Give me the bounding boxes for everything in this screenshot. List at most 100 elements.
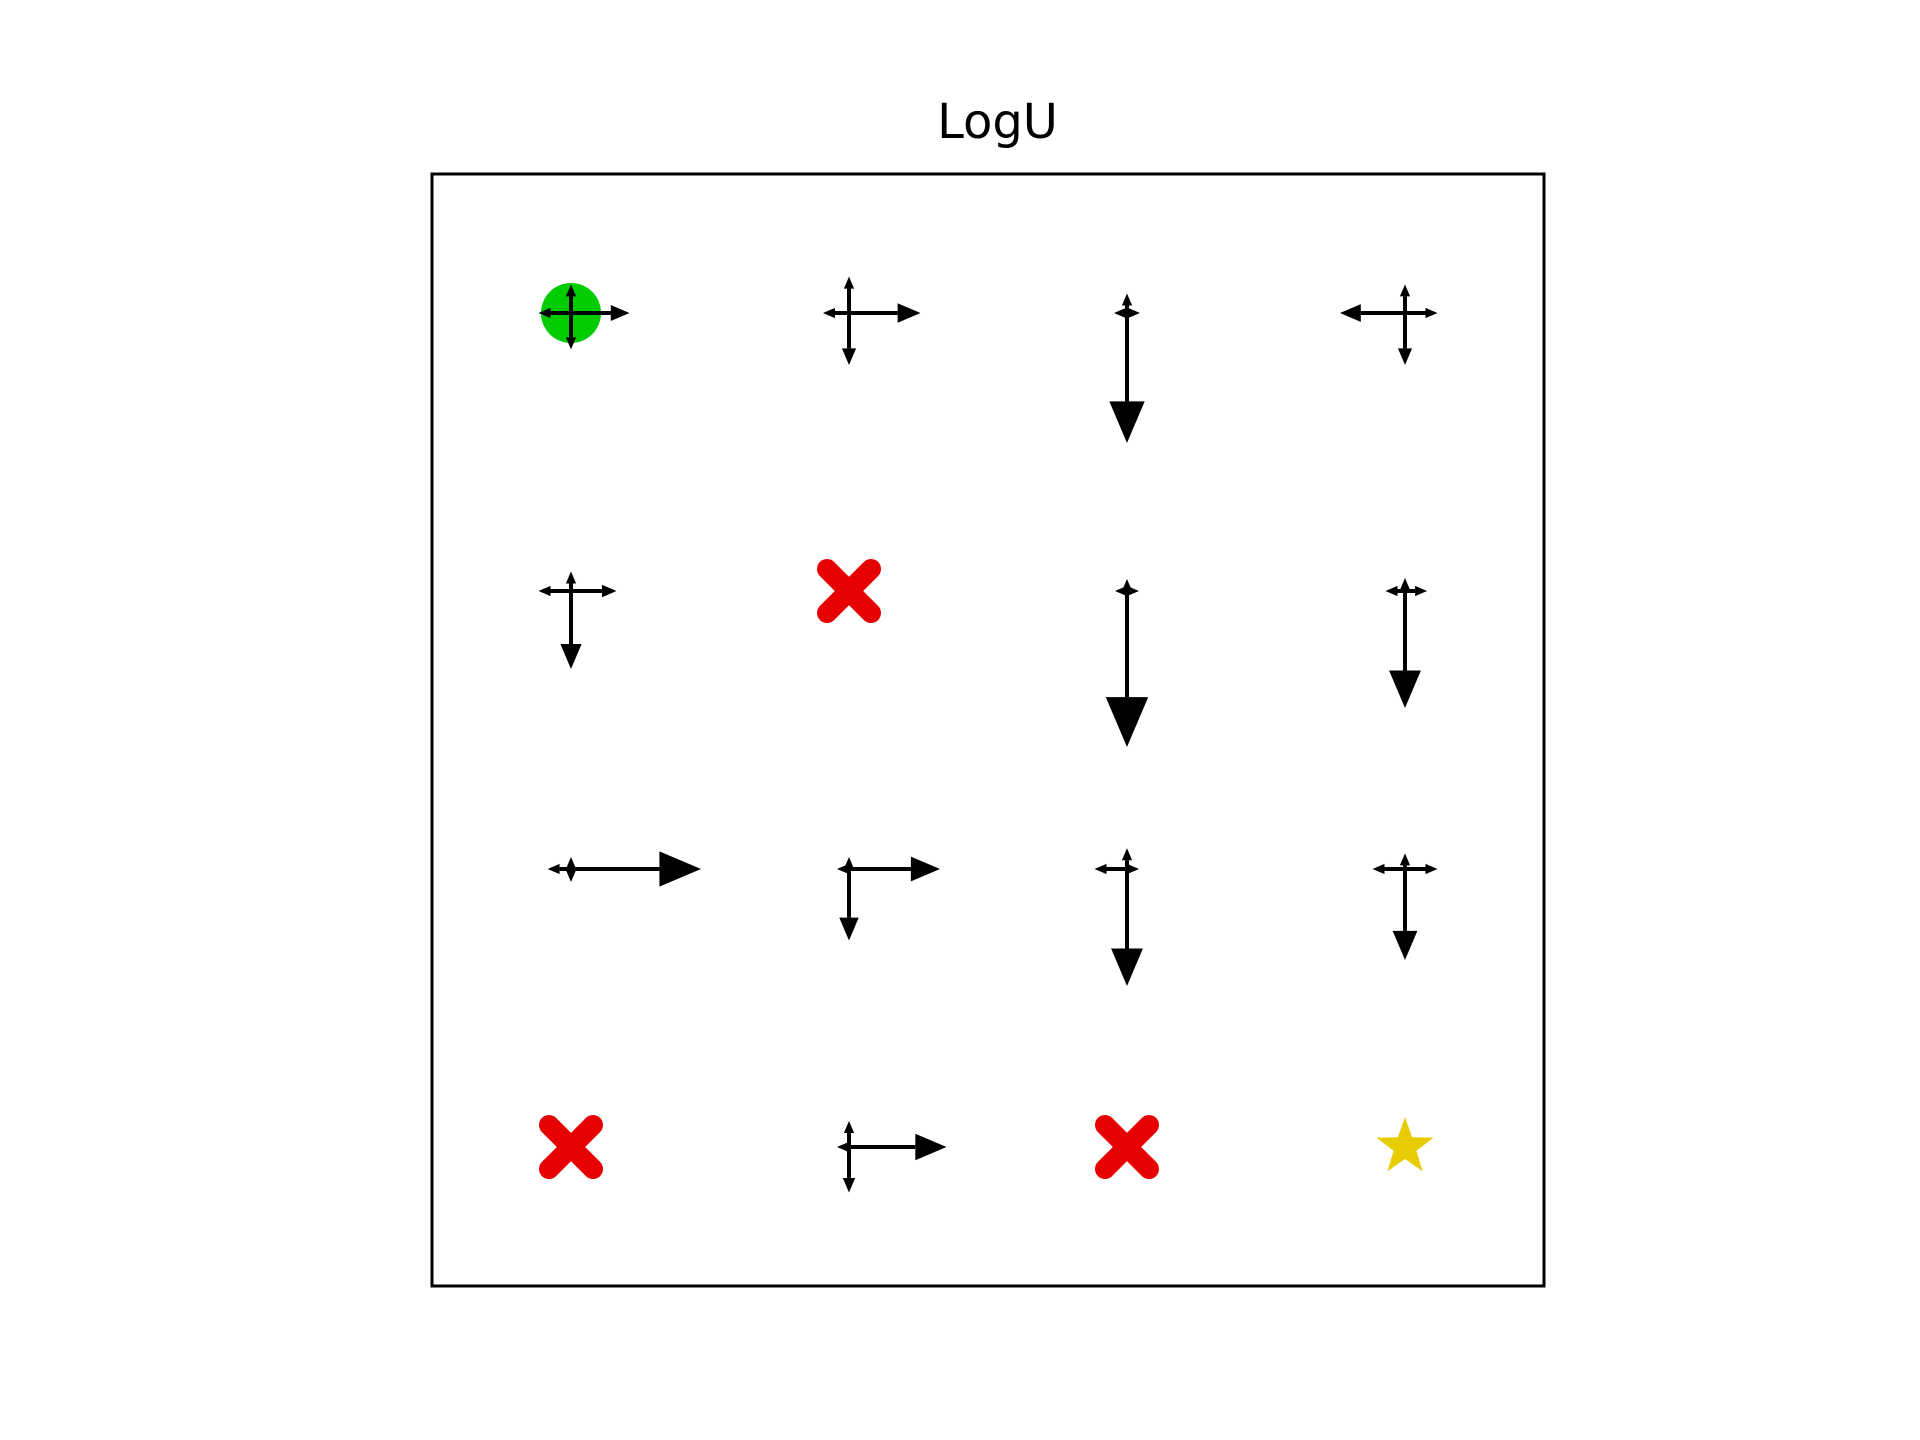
arrow-left-icon-head [1115,585,1127,597]
arrow-right-icon [1127,863,1139,875]
hole-x-icon [1095,1115,1159,1179]
arrow-up-icon-head [1399,578,1411,590]
arrow-down-icon-head [565,870,577,882]
arrow-down-icon [1389,591,1421,708]
arrow-down-icon-head [839,917,859,941]
arrow-left-icon [1114,307,1127,319]
arrow-right-icon [849,303,921,323]
arrow-left-icon [538,307,571,319]
plot-frame [430,172,1546,1288]
cell-r0-c1 [823,276,921,365]
arrow-left-icon [837,863,849,875]
arrow-up-icon [1399,284,1411,313]
cell-r1-c0 [538,571,617,669]
arrow-left-icon-head [837,863,849,875]
arrow-down-icon-head [1397,348,1413,365]
arrow-right-icon [1405,585,1428,597]
arrow-up-icon-head [565,571,577,584]
cell-r0-c0 [538,283,630,350]
arrow-up-icon-head [843,276,855,289]
arrow-right-icon-head [610,305,630,321]
arrow-right-icon-head [601,584,617,598]
cell-r0-c2 [1109,293,1145,443]
arrow-down-icon [842,1147,856,1193]
arrow-down-icon-head [1111,948,1143,986]
arrow-up-icon [843,276,855,313]
arrow-right-icon-head [1425,863,1438,875]
arrow-down-icon [565,313,577,350]
arrow-right-icon [1127,307,1140,319]
arrow-right-icon [1405,307,1438,319]
arrow-left-icon-head [837,1141,849,1153]
arrow-right-icon [849,856,940,882]
arrow-right-icon [571,584,617,598]
cell-r3-c0 [539,1115,603,1179]
arrow-down-icon [1109,313,1145,443]
arrow-left-icon [1115,585,1127,597]
arrow-down-icon-head [1109,401,1145,443]
arrow-left-icon-head [823,307,835,319]
arrow-down-icon-head [842,1177,856,1193]
arrow-left-icon-head [547,863,560,875]
arrow-left-icon [1094,863,1127,875]
arrow-right-icon-head [1128,307,1140,319]
arrow-right-icon [849,1133,947,1161]
arrow-down-icon [841,313,857,365]
arrow-down-icon [560,591,582,669]
arrow-left-icon-head [1372,863,1385,875]
hole-x-icon-stroke-b [539,1115,603,1179]
figure-title: LogU [937,94,1058,150]
cell-r1-c3 [1385,578,1428,708]
arrow-left-icon [1372,863,1405,875]
cell-r1-c2 [1105,579,1149,747]
arrow-right-icon-head [915,1133,947,1161]
cell-r2-c1 [837,856,940,941]
cell-r2-c0 [547,851,701,887]
arrow-left-icon [1340,304,1405,322]
arrow-left-icon [1385,585,1405,597]
arrow-right-icon [1127,585,1139,597]
goal-star-icon [1376,1117,1434,1172]
arrow-up-icon-head [843,1121,855,1133]
hole-x-icon [817,559,881,623]
arrow-up-icon-head [565,857,577,869]
arrow-down-icon [1105,591,1149,747]
cell-r2-c3 [1372,853,1438,960]
arrow-left-icon [547,863,571,875]
arrow-left-icon [837,1141,849,1153]
arrow-down-icon [1111,869,1143,986]
arrow-down-icon-head [560,644,582,669]
arrow-right-icon-head [1127,585,1139,597]
arrow-up-icon-head [1399,284,1411,297]
arrow-up-icon [1399,853,1411,869]
cell-r1-c1 [817,559,881,623]
arrow-down-icon-head [1389,670,1421,708]
arrow-up-icon-head [1121,293,1133,306]
arrow-left-icon-head [1385,585,1398,597]
arrow-right-icon-head [1415,585,1428,597]
arrow-left-icon-head [1094,863,1107,875]
arrow-right-icon-head [910,856,940,882]
arrow-left-icon-head [538,585,551,597]
arrow-right-icon-head [897,303,921,323]
arrow-up-icon-head [1121,848,1133,861]
arrow-up-icon [565,857,577,869]
cell-r2-c2 [1094,848,1143,986]
arrow-right-icon-head [1127,863,1139,875]
arrow-right-icon [1405,863,1438,875]
arrow-up-icon [565,284,577,313]
arrow-right-icon [571,305,630,321]
cell-r3-c3 [1376,1117,1434,1172]
cell-r3-c1 [837,1121,947,1193]
arrow-left-icon-head [1114,307,1126,319]
arrow-down-icon-head [841,348,857,365]
cell-r3-c2 [1095,1115,1159,1179]
arrow-down-icon [1397,313,1413,365]
arrow-left-icon-head [1340,304,1361,322]
arrow-left-icon [823,307,849,319]
arrow-down-icon-head [1392,930,1418,960]
arrow-right-icon-head [659,851,701,887]
arrow-right-icon-head [1425,307,1438,319]
arrow-up-icon [565,571,577,591]
